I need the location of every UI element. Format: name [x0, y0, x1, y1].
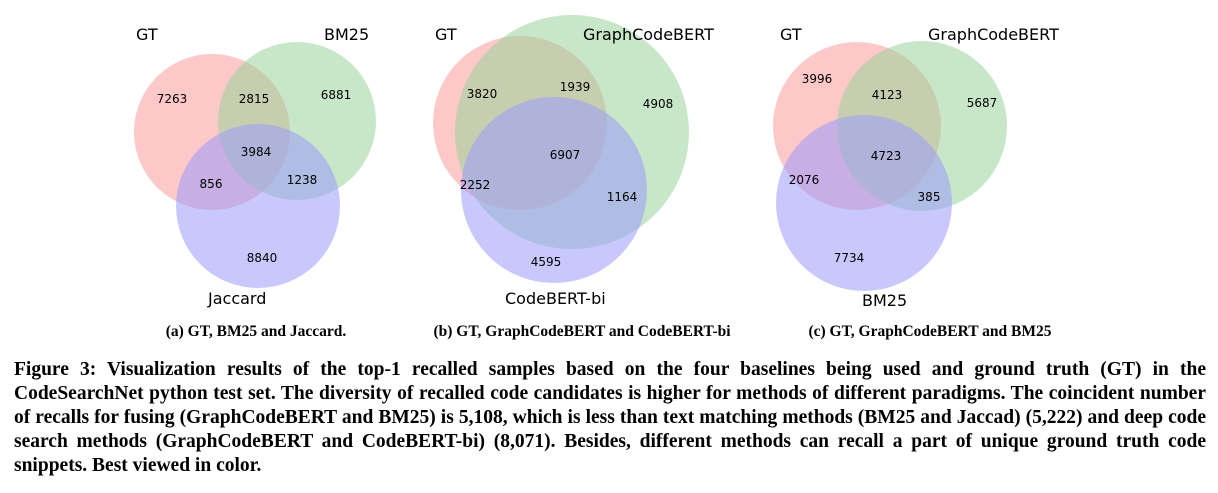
set-label-b: GraphCodeBERT — [583, 25, 714, 44]
venn-panel-c: GT GraphCodeBERT BM25 3996 5687 7734 412… — [773, 25, 1059, 340]
region-ac: 2076 — [789, 173, 820, 187]
region-ac: 2252 — [460, 178, 491, 192]
region-only-c: 4595 — [531, 255, 562, 269]
set-circle-c — [461, 97, 647, 283]
region-bc: 385 — [918, 190, 941, 204]
region-ab: 4123 — [872, 88, 903, 102]
set-label-a: GT — [780, 25, 802, 44]
set-circle-c — [776, 115, 952, 291]
set-label-b: BM25 — [324, 25, 369, 44]
figure-caption: Figure 3: Visualization results of the t… — [14, 359, 1206, 476]
venn-panel-b: GT GraphCodeBERT CodeBERT-bi 3820 4908 4… — [433, 15, 731, 340]
subcaption-c: (c) GT, GraphCodeBERT and BM25 — [808, 323, 1051, 340]
region-only-b: 5687 — [967, 96, 998, 110]
subcaption-b: (b) GT, GraphCodeBERT and CodeBERT-bi — [433, 323, 731, 340]
region-only-c: 8840 — [247, 251, 278, 265]
region-abc: 4723 — [871, 149, 902, 163]
region-ac: 856 — [200, 177, 223, 191]
set-label-b: GraphCodeBERT — [928, 25, 1059, 44]
set-circle-c — [176, 124, 340, 288]
region-bc: 1238 — [287, 173, 318, 187]
region-bc: 1164 — [607, 190, 638, 204]
subcaption-a: (a) GT, BM25 and Jaccard. — [166, 323, 347, 340]
venn-panel-a: GT BM25 Jaccard 7263 6881 8840 2815 856 … — [134, 25, 376, 340]
region-only-a: 7263 — [157, 92, 188, 106]
set-label-a: GT — [435, 25, 457, 44]
region-only-a: 3996 — [802, 72, 833, 86]
region-only-c: 7734 — [834, 251, 865, 265]
region-only-b: 4908 — [643, 97, 674, 111]
set-label-c: BM25 — [862, 291, 907, 310]
region-ab: 1939 — [560, 80, 591, 94]
region-only-b: 6881 — [321, 88, 352, 102]
set-label-c: Jaccard — [207, 289, 266, 308]
region-only-a: 3820 — [467, 87, 498, 101]
venn-figure: GT BM25 Jaccard 7263 6881 8840 2815 856 … — [134, 15, 1059, 340]
region-ab: 2815 — [239, 92, 270, 106]
set-label-a: GT — [136, 25, 158, 44]
set-label-c: CodeBERT-bi — [505, 289, 606, 308]
region-abc: 6907 — [550, 148, 581, 162]
region-abc: 3984 — [241, 145, 272, 159]
